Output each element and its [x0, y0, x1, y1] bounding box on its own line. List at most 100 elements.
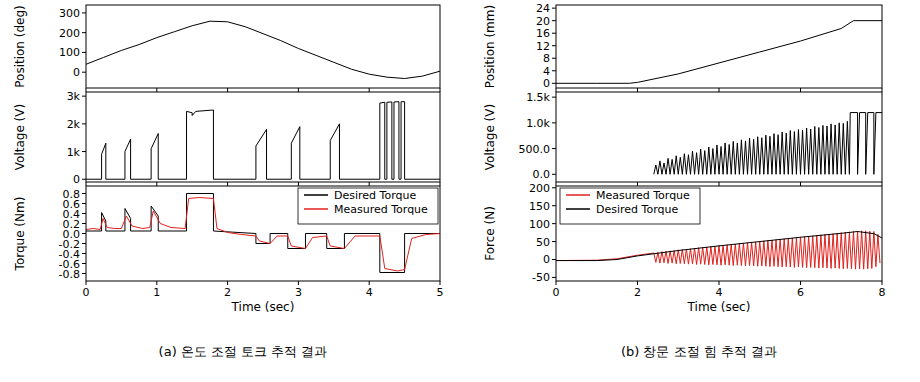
x-tick [800, 281, 801, 285]
y-tick [82, 151, 86, 152]
chart: 04812162024Position (mm) [483, 2, 882, 92]
y-tick-label: 3k [67, 90, 81, 103]
y-tick-label: 200 [529, 182, 550, 195]
y-tick [82, 52, 86, 53]
x-tick [556, 182, 557, 186]
legend-label: Desired Torque [596, 203, 678, 216]
y-tick [552, 259, 556, 260]
x-tick [156, 281, 157, 285]
y-tick-label: 50 [536, 236, 550, 249]
y-tick-label: 2k [67, 118, 81, 131]
x-tick [156, 88, 157, 92]
y-tick [552, 122, 556, 123]
x-tick-label: 0 [553, 286, 560, 299]
y-axis-label: Position (mm) [483, 5, 497, 88]
y-tick [82, 233, 86, 234]
plot-area [86, 102, 440, 180]
plot-frame [86, 92, 440, 182]
x-tick-label: 2 [634, 286, 641, 299]
y-tick-label: 24 [536, 2, 550, 15]
y-tick-label: 0.8 [63, 188, 81, 201]
y-tick [552, 223, 556, 224]
y-tick [82, 253, 86, 254]
x-tick-label: 5 [437, 286, 444, 299]
data-line [86, 194, 440, 273]
plot-area [654, 113, 882, 175]
y-axis-label: Position (deg) [13, 5, 27, 88]
x-tick [719, 88, 720, 92]
x-tick [800, 182, 801, 186]
legend-swatch [566, 208, 590, 210]
y-tick [552, 45, 556, 46]
x-tick [719, 182, 720, 186]
y-tick-label: 4 [543, 65, 550, 78]
y-tick-label: 150 [529, 200, 550, 213]
y-axis-label: Torque (Nm) [13, 197, 27, 272]
y-tick [82, 123, 86, 124]
y-tick-label: 500.0 [519, 143, 551, 156]
plot-frame [86, 186, 440, 281]
y-tick [552, 20, 556, 21]
x-tick [369, 281, 370, 285]
y-tick-label: 12 [536, 40, 550, 53]
y-tick-label: 1k [67, 146, 81, 159]
y-tick [82, 12, 86, 13]
x-tick [298, 281, 299, 285]
y-tick [552, 174, 556, 175]
x-tick [800, 88, 801, 92]
y-tick [82, 179, 86, 180]
x-tick [440, 88, 441, 92]
y-tick [82, 203, 86, 204]
legend-label: Measured Torque [596, 189, 690, 202]
chart: -0.8-0.6-0.4-0.20.00.20.40.60.8012345Tor… [13, 186, 444, 314]
y-tick-label: 1.0k [526, 117, 550, 130]
plot-area [86, 194, 440, 273]
y-tick-label: 20 [536, 15, 550, 28]
legend: Desired TorqueMeasured Torque [298, 188, 438, 224]
y-axis-label: Force (N) [483, 206, 497, 261]
plot-frame [556, 92, 882, 182]
x-tick [637, 88, 638, 92]
data-line [86, 102, 440, 180]
data-line [654, 113, 882, 175]
y-tick-label: 0.0 [533, 168, 551, 181]
x-tick [298, 88, 299, 92]
y-tick-label: 0 [73, 173, 80, 186]
x-tick [227, 182, 228, 186]
y-tick [552, 8, 556, 9]
y-tick-label: -50 [532, 271, 550, 284]
x-tick [86, 281, 87, 285]
y-tick [82, 213, 86, 214]
y-tick [552, 33, 556, 34]
y-tick-label: 0 [543, 77, 550, 90]
x-tick [882, 88, 883, 92]
plot-area [86, 21, 440, 78]
y-tick [82, 223, 86, 224]
caption: (a) 온도 조절 토크 추적 결과 [159, 344, 328, 359]
x-tick-label: 3 [295, 286, 302, 299]
data-line [86, 21, 440, 78]
x-tick-label: 0 [83, 286, 90, 299]
x-tick [227, 88, 228, 92]
plot-frame [556, 186, 882, 281]
y-tick [82, 96, 86, 97]
x-tick [156, 182, 157, 186]
x-tick [719, 281, 720, 285]
y-tick [82, 193, 86, 194]
y-axis-label: Voltage (V) [13, 104, 27, 170]
x-tick [298, 182, 299, 186]
legend: Measured TorqueDesired Torque [560, 188, 700, 224]
y-tick-label: 0 [73, 66, 80, 79]
x-tick-label: 1 [153, 286, 160, 299]
y-tick [552, 58, 556, 59]
chart: 0100200300Position (deg) [13, 5, 440, 92]
y-tick-label: 100 [59, 46, 80, 59]
x-axis-label: Time (sec) [231, 300, 295, 314]
y-tick [552, 148, 556, 149]
y-tick [82, 72, 86, 73]
data-line [556, 232, 882, 261]
chart: 0.0500.01.0k1.5kVoltage (V) [483, 91, 882, 186]
y-tick-label: 200 [59, 27, 80, 40]
plot-frame [86, 5, 440, 88]
legend-box [298, 188, 438, 224]
